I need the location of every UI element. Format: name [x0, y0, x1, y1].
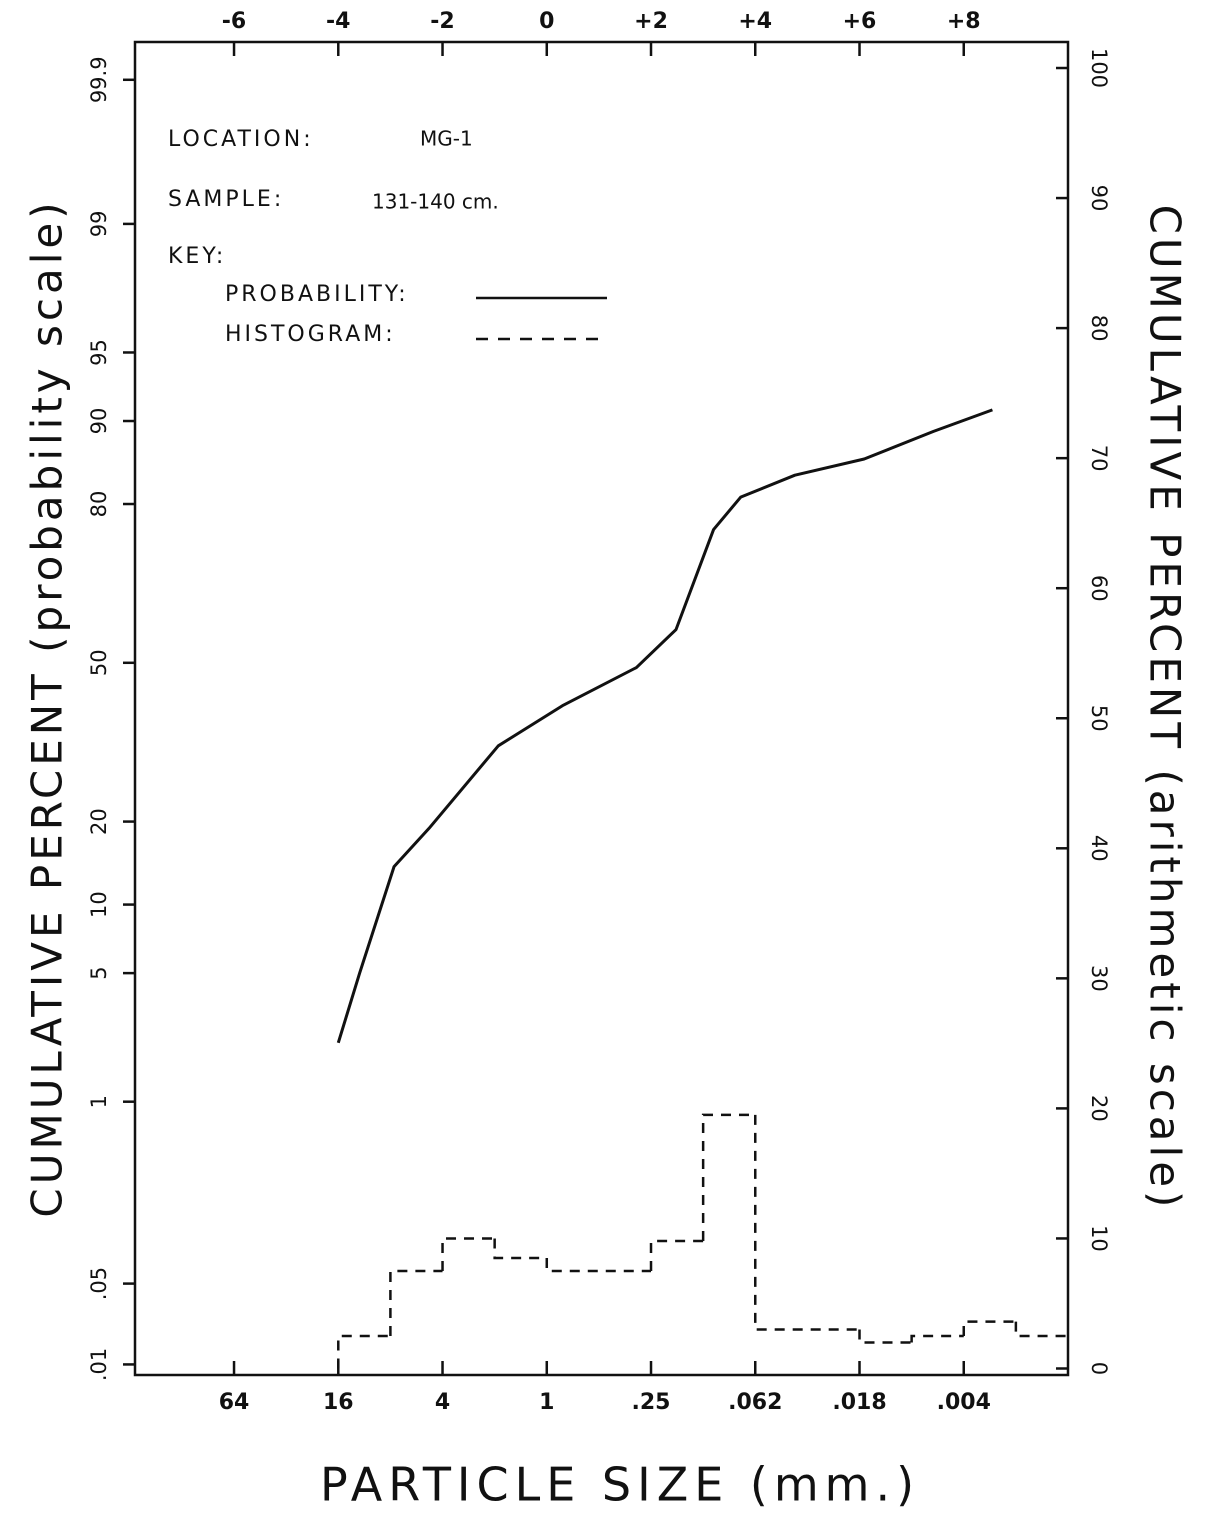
y-tick-label: 80	[87, 491, 111, 518]
histogram-step	[858, 1329, 912, 1344]
histogram-step	[493, 1238, 547, 1260]
x2-tick-label: .004	[937, 1390, 991, 1415]
y2-tick-label: 80	[1087, 315, 1111, 342]
y2-tick-label: 40	[1087, 835, 1111, 862]
histogram-step	[649, 1239, 704, 1271]
y-tick-label: 5	[87, 966, 111, 979]
y-tick-label: .05	[87, 1267, 111, 1300]
y2-tick-label: 60	[1087, 575, 1111, 602]
histogram-step	[1014, 1321, 1068, 1338]
y-tick-label: 99	[87, 211, 111, 238]
plot-frame	[133, 40, 1070, 1377]
y-tick-label: 99.9	[87, 56, 111, 103]
y-axis-title: CUMULATIVE PERCENT (probability scale)	[23, 198, 72, 1217]
y2-tick-label: 20	[1087, 1095, 1111, 1122]
y2-axis-title: CUMULATIVE PERCENT (arithmetic scale)	[1141, 205, 1190, 1212]
y-tick-label: 10	[87, 891, 111, 918]
annotation: MG-1	[420, 127, 473, 151]
x-tick-label: +4	[738, 9, 772, 34]
x2-tick-label: .018	[832, 1390, 886, 1415]
x-tick-label: +2	[634, 9, 668, 34]
annotation: 131-140 cm.	[372, 190, 499, 214]
x-axis-title: PARTICLE SIZE (mm.)	[320, 1458, 920, 1512]
y2-tick-label: 100	[1087, 48, 1111, 88]
histogram-step	[441, 1237, 495, 1271]
histogram-step	[754, 1114, 860, 1331]
histogram-step	[545, 1257, 652, 1273]
y2-tick-label: 30	[1087, 965, 1111, 992]
y-tick-label: 95	[87, 339, 111, 366]
y-tick-label: 90	[87, 408, 111, 435]
x2-tick-label: 16	[323, 1390, 354, 1415]
x2-tick-label: 4	[435, 1390, 450, 1415]
y-tick-label: .01	[87, 1348, 111, 1381]
y2-tick-label: 70	[1087, 445, 1111, 472]
annotation: LOCATION:	[168, 127, 314, 152]
y2-tick-label: 90	[1087, 185, 1111, 212]
annotation: KEY:	[168, 244, 226, 269]
x-tick-label: -4	[326, 9, 350, 34]
y-tick-label: 1	[87, 1095, 111, 1108]
x2-tick-label: .25	[632, 1390, 671, 1415]
x2-tick-label: .062	[728, 1390, 782, 1415]
y2-tick-label: 0	[1087, 1362, 1111, 1375]
histogram-step	[389, 1269, 443, 1336]
y2-tick-label: 50	[1087, 705, 1111, 732]
x-tick-label: +8	[947, 9, 981, 34]
annotation: SAMPLE:	[168, 187, 284, 212]
y-tick-label: 50	[87, 649, 111, 676]
x-tick-label: -2	[430, 9, 454, 34]
histogram-step	[910, 1334, 964, 1343]
y-tick-label: 20	[87, 808, 111, 835]
histogram-step	[701, 1113, 756, 1242]
probability-curve	[336, 408, 993, 1044]
histogram-step	[337, 1334, 391, 1369]
x2-tick-label: 64	[219, 1390, 250, 1415]
x2-tick-label: 1	[539, 1390, 554, 1415]
x-tick-label: +6	[843, 9, 877, 34]
legend-label: PROBABILITY:	[225, 282, 409, 307]
y2-tick-label: 10	[1087, 1225, 1111, 1252]
x-tick-label: -6	[222, 9, 246, 34]
x-tick-label: 0	[539, 9, 554, 34]
legend-label: HISTOGRAM:	[225, 322, 396, 347]
histogram-step	[962, 1320, 1016, 1336]
